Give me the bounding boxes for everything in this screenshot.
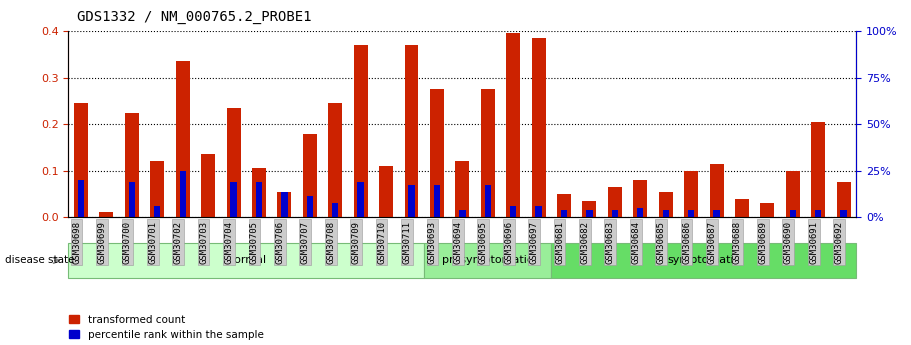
Text: symptomatic: symptomatic	[668, 256, 741, 265]
Text: GSM30700: GSM30700	[123, 221, 132, 264]
Bar	[557, 194, 571, 217]
Text: GSM30704: GSM30704	[224, 221, 233, 264]
Text: GSM30686: GSM30686	[682, 221, 691, 264]
Bar	[659, 192, 672, 217]
Bar	[227, 108, 241, 217]
Bar	[201, 155, 215, 217]
Bar	[684, 171, 698, 217]
Bar	[587, 210, 593, 217]
Bar	[150, 161, 164, 217]
Bar	[510, 206, 517, 217]
Bar	[815, 210, 822, 217]
Bar	[532, 38, 546, 217]
Bar	[230, 183, 237, 217]
Text: GSM30702: GSM30702	[174, 221, 183, 264]
Bar	[637, 208, 643, 217]
Bar	[662, 210, 669, 217]
Bar	[561, 210, 568, 217]
Bar	[328, 103, 343, 217]
Bar	[582, 201, 597, 217]
Bar	[735, 199, 749, 217]
Bar	[485, 185, 491, 217]
Bar	[459, 210, 466, 217]
Bar	[154, 206, 160, 217]
Bar	[456, 161, 469, 217]
Bar	[688, 210, 694, 217]
Bar	[176, 61, 189, 217]
Text: GSM30696: GSM30696	[504, 221, 513, 264]
Bar	[281, 192, 288, 217]
Bar	[125, 112, 138, 217]
Bar	[179, 171, 186, 217]
Text: GSM30694: GSM30694	[454, 221, 462, 264]
Bar	[99, 212, 114, 217]
Bar	[536, 206, 542, 217]
Bar	[434, 185, 440, 217]
Text: GSM30690: GSM30690	[783, 221, 793, 264]
Bar	[633, 180, 647, 217]
Text: GSM30695: GSM30695	[479, 221, 487, 264]
Text: GSM30693: GSM30693	[428, 221, 437, 264]
Bar	[307, 196, 313, 217]
Text: GSM30692: GSM30692	[834, 221, 844, 264]
Bar	[408, 185, 415, 217]
Bar	[425, 243, 551, 278]
Bar	[353, 45, 368, 217]
Bar	[710, 164, 723, 217]
Text: GSM30687: GSM30687	[708, 221, 717, 264]
Bar	[507, 33, 520, 217]
Bar	[790, 210, 796, 217]
Text: GSM30711: GSM30711	[403, 221, 412, 264]
Text: GSM30682: GSM30682	[580, 221, 589, 264]
Text: GSM30708: GSM30708	[326, 221, 335, 264]
Text: GSM30691: GSM30691	[809, 221, 818, 264]
Bar	[841, 210, 847, 217]
Text: GSM30699: GSM30699	[97, 221, 107, 264]
Text: GSM30701: GSM30701	[148, 221, 158, 264]
Bar	[77, 180, 84, 217]
Bar	[430, 89, 444, 217]
Bar	[481, 89, 495, 217]
Bar	[128, 183, 135, 217]
Bar	[608, 187, 622, 217]
Text: GSM30706: GSM30706	[275, 221, 284, 264]
Bar	[611, 210, 618, 217]
Text: GSM30697: GSM30697	[529, 221, 538, 264]
Bar	[252, 168, 266, 217]
Bar	[302, 134, 317, 217]
Bar	[256, 183, 262, 217]
Text: GSM30698: GSM30698	[72, 221, 81, 264]
Bar	[713, 210, 720, 217]
Text: GSM30705: GSM30705	[250, 221, 259, 264]
Text: GSM30709: GSM30709	[352, 221, 361, 264]
Text: GSM30684: GSM30684	[631, 221, 640, 264]
Text: presymptomatic: presymptomatic	[442, 256, 533, 265]
Bar	[786, 171, 800, 217]
Bar	[357, 183, 363, 217]
Text: GDS1332 / NM_000765.2_PROBE1: GDS1332 / NM_000765.2_PROBE1	[77, 10, 312, 24]
Bar	[404, 45, 418, 217]
Text: GSM30688: GSM30688	[733, 221, 742, 264]
Bar	[379, 166, 393, 217]
Bar	[761, 203, 774, 217]
Text: GSM30710: GSM30710	[377, 221, 386, 264]
Bar	[68, 243, 425, 278]
Text: disease state: disease state	[5, 256, 74, 265]
Bar	[836, 183, 851, 217]
Text: GSM30703: GSM30703	[200, 221, 208, 264]
Bar	[278, 192, 292, 217]
Bar	[74, 103, 88, 217]
Bar	[551, 243, 856, 278]
Text: normal: normal	[227, 256, 266, 265]
Text: GSM30685: GSM30685	[657, 221, 666, 264]
Text: GSM30681: GSM30681	[555, 221, 564, 264]
Text: GSM30707: GSM30707	[301, 221, 310, 264]
Text: GSM30683: GSM30683	[606, 221, 615, 264]
Bar	[332, 203, 338, 217]
Text: GSM30689: GSM30689	[758, 221, 767, 264]
Legend: transformed count, percentile rank within the sample: transformed count, percentile rank withi…	[69, 315, 263, 340]
Bar	[811, 122, 825, 217]
